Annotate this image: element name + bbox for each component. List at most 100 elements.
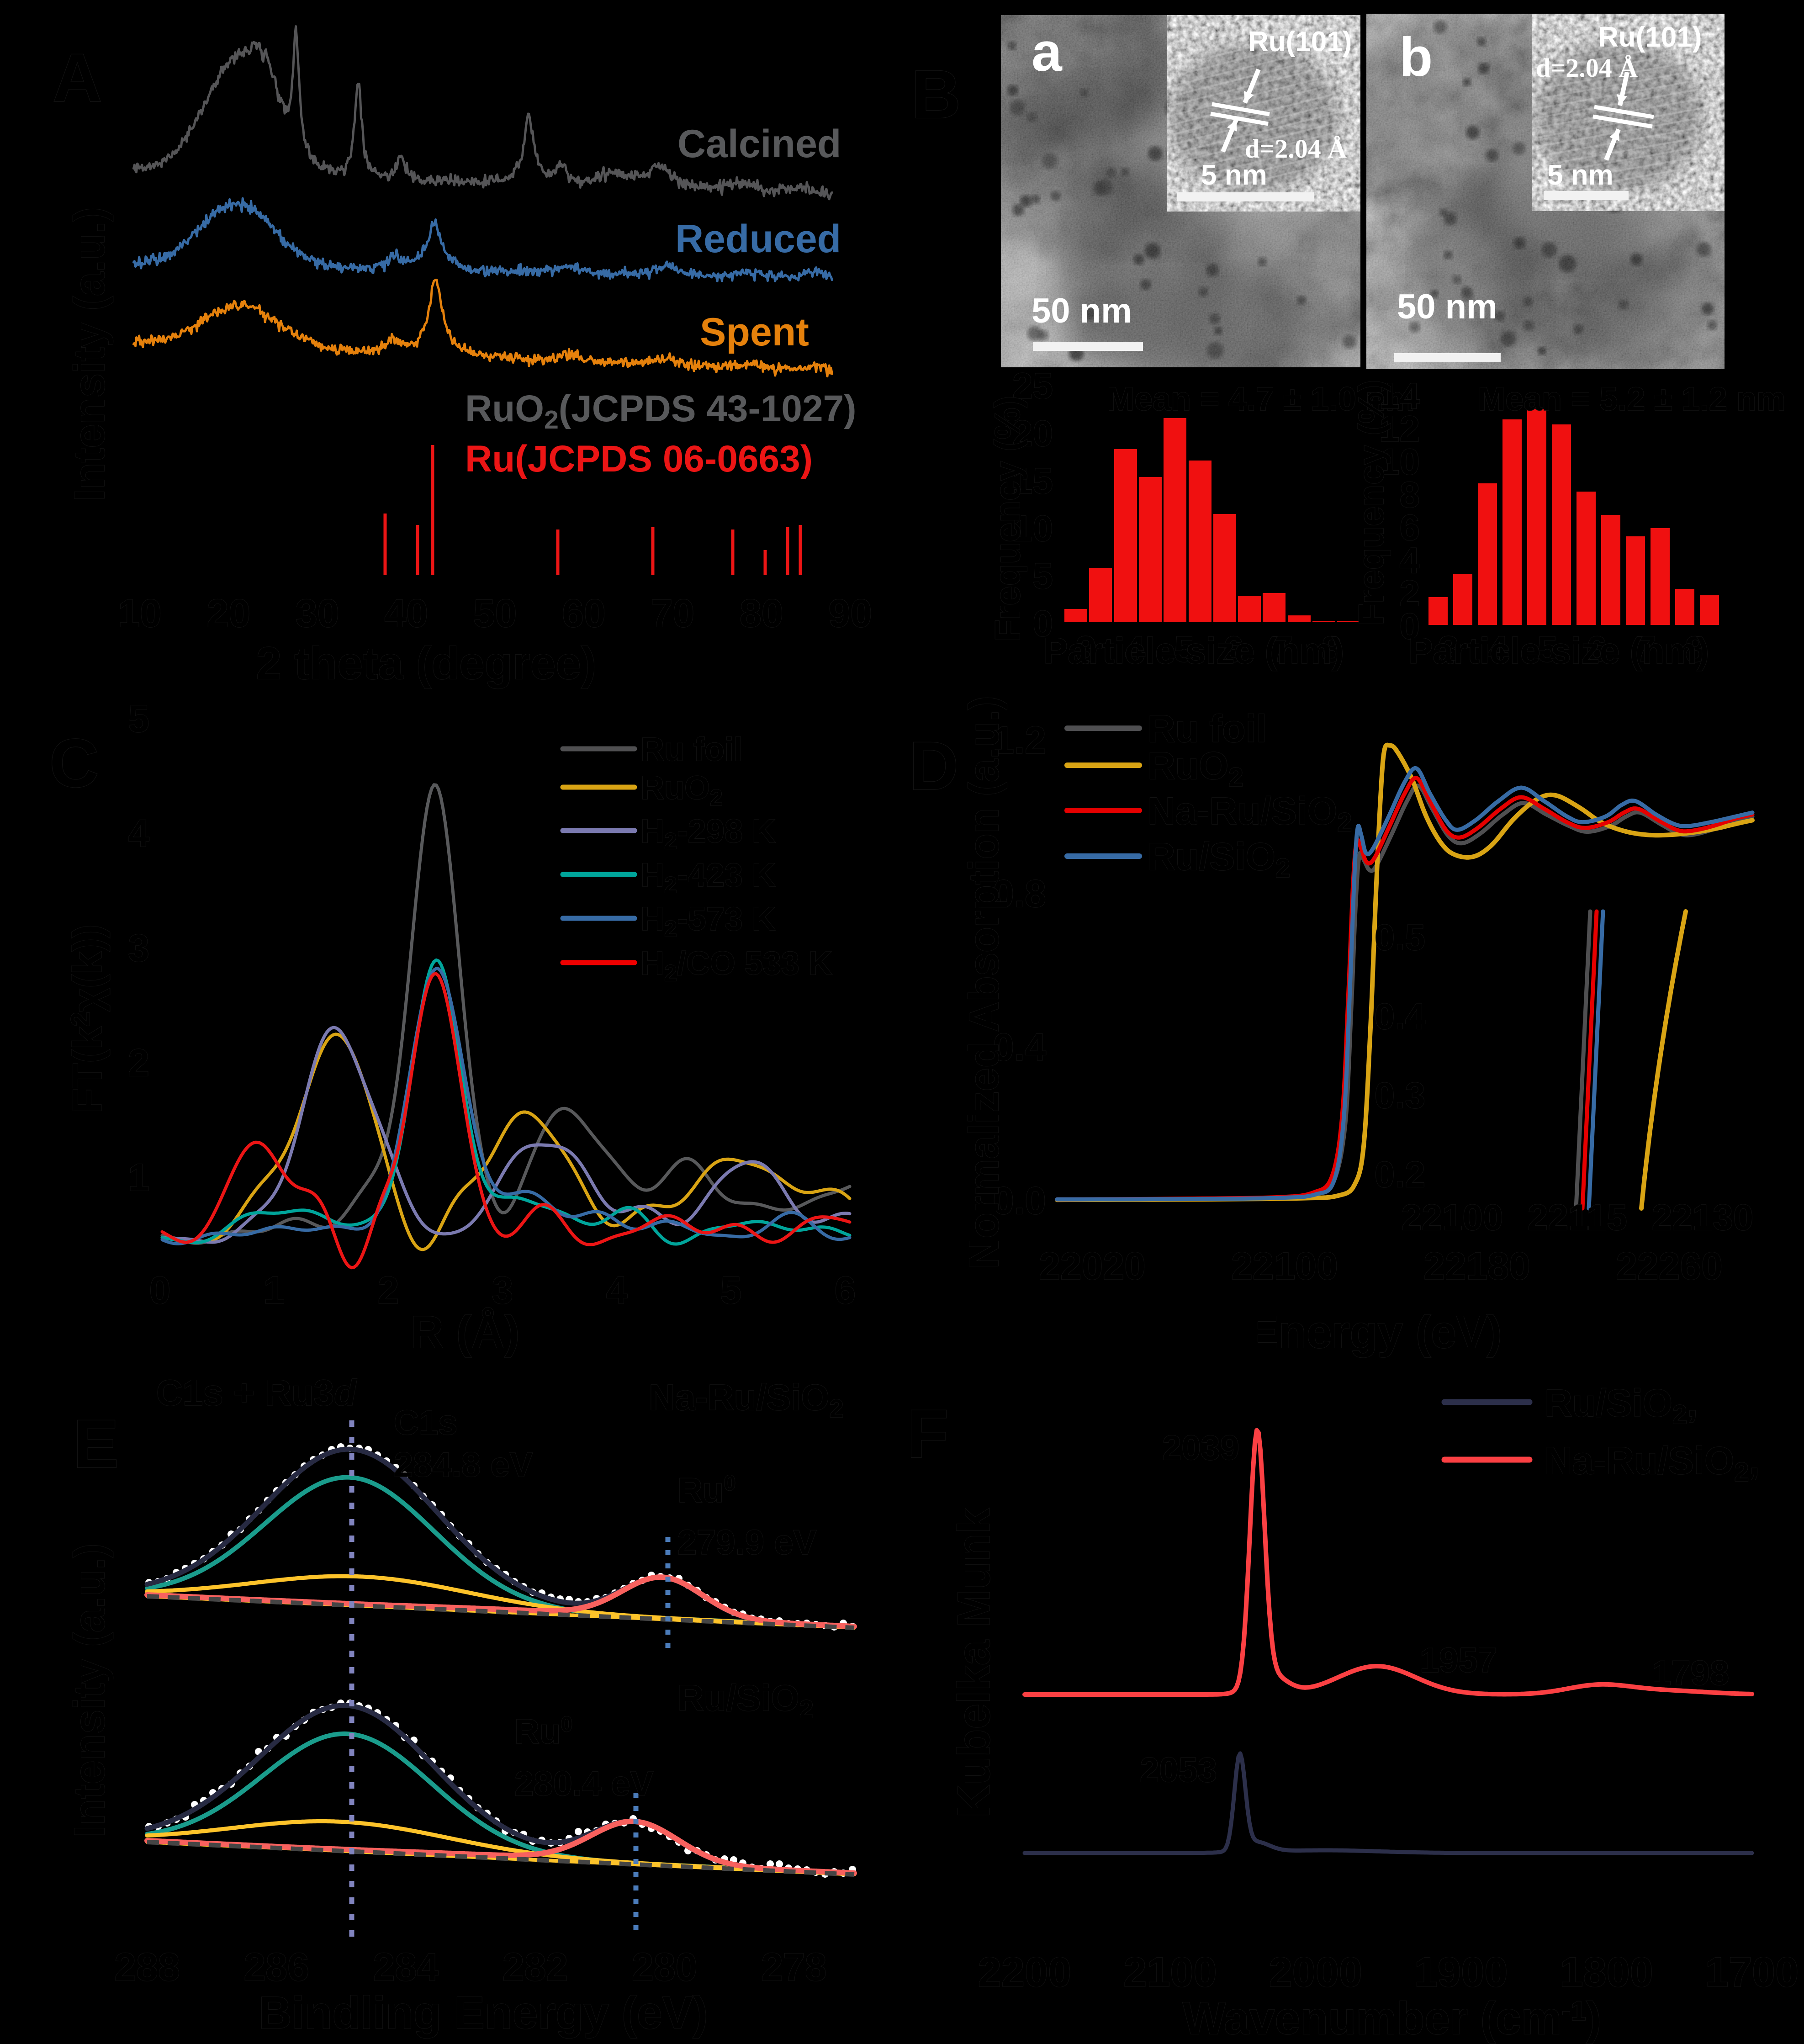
svg-text:RuO2: RuO2: [640, 770, 723, 810]
svg-text:5: 5: [1174, 629, 1195, 669]
svg-text:7: 7: [1636, 629, 1656, 669]
svg-text:6: 6: [1400, 507, 1420, 548]
svg-text:14: 14: [1379, 376, 1420, 416]
svg-text:10: 10: [1379, 441, 1420, 482]
svg-text:Ru/SiO2: Ru/SiO2: [677, 1678, 814, 1723]
svg-text:284: 284: [373, 1945, 439, 1989]
svg-text:25: 25: [1012, 365, 1053, 406]
svg-text:0.3: 0.3: [1375, 1075, 1425, 1116]
svg-text:5: 5: [1033, 556, 1053, 596]
svg-text:A: A: [53, 39, 102, 116]
svg-text:H2-573 K: H2-573 K: [640, 901, 776, 942]
svg-text:2: 2: [1400, 573, 1420, 614]
svg-text:2: 2: [378, 1269, 399, 1312]
svg-text:6: 6: [1223, 629, 1244, 669]
svg-text:Reduced: Reduced: [675, 217, 841, 261]
svg-text:8: 8: [1400, 474, 1420, 515]
svg-text:280: 280: [632, 1945, 698, 1989]
svg-text:2100: 2100: [1123, 1949, 1217, 1996]
svg-text:2 theta (degree): 2 theta (degree): [256, 638, 597, 689]
svg-text:RuO2(JCPDS 43-1027): RuO2(JCPDS 43-1027): [465, 388, 857, 434]
svg-text:70: 70: [651, 592, 695, 635]
svg-text:22260: 22260: [1616, 1244, 1723, 1287]
svg-text:284.8 eV: 284.8 eV: [394, 1446, 533, 1484]
svg-text:282: 282: [503, 1945, 568, 1989]
svg-text:2000: 2000: [1269, 1949, 1362, 1996]
svg-text:Particle size (nm): Particle size (nm): [1408, 630, 1709, 671]
svg-text:4: 4: [1125, 629, 1145, 669]
svg-text:2200: 2200: [978, 1949, 1072, 1996]
svg-text:15: 15: [1012, 461, 1053, 501]
svg-text:0.2: 0.2: [1375, 1154, 1425, 1195]
svg-text:Ru foil: Ru foil: [1148, 707, 1267, 750]
svg-text:80: 80: [740, 592, 783, 635]
svg-text:0.0: 0.0: [993, 1179, 1046, 1222]
svg-text:280.4 eV: 280.4 eV: [514, 1764, 654, 1803]
svg-text:F: F: [907, 1395, 949, 1472]
svg-text:4: 4: [1488, 629, 1508, 669]
svg-text:278: 278: [761, 1945, 827, 1989]
svg-text:Kubelka Munk: Kubelka Munk: [948, 1508, 1000, 1818]
svg-text:50 nm: 50 nm: [1397, 287, 1497, 326]
svg-text:10: 10: [118, 592, 162, 635]
svg-text:Na-Ru/SiO2: Na-Ru/SiO2: [1148, 789, 1352, 837]
svg-text:10: 10: [1012, 508, 1053, 549]
svg-text:Spent: Spent: [700, 310, 809, 354]
svg-text:Wavenumber (cm-1): Wavenumber (cm-1): [1183, 1993, 1602, 2044]
svg-text:Normalized Absorption (a.u.): Normalized Absorption (a.u.): [961, 696, 1007, 1269]
svg-text:0: 0: [149, 1269, 171, 1312]
svg-text:Intensity (a.u.): Intensity (a.u.): [65, 207, 114, 501]
svg-text:3: 3: [492, 1269, 513, 1312]
svg-text:1.2: 1.2: [993, 719, 1046, 762]
svg-text:H2/CO 533 K: H2/CO 533 K: [640, 945, 832, 986]
svg-text:6: 6: [1587, 629, 1607, 669]
svg-text:0: 0: [1033, 603, 1053, 644]
svg-text:b: b: [1399, 26, 1433, 88]
svg-text:a: a: [1032, 21, 1063, 83]
svg-text:279.9 eV: 279.9 eV: [677, 1523, 817, 1562]
svg-text:Frequency (%): Frequency (%): [987, 396, 1027, 641]
svg-text:22020: 22020: [1039, 1244, 1146, 1287]
svg-text:H2-298 K: H2-298 K: [640, 813, 776, 854]
svg-text:6: 6: [835, 1269, 856, 1312]
svg-text:Ru/SiO2,: Ru/SiO2,: [1545, 1382, 1698, 1430]
svg-text:1800: 1800: [1560, 1949, 1653, 1996]
svg-text:12: 12: [1379, 408, 1420, 449]
svg-text:30: 30: [296, 592, 339, 635]
svg-text:Ru foil: Ru foil: [640, 731, 743, 768]
svg-text:Ru0: Ru0: [677, 1471, 735, 1510]
svg-text:RuO2: RuO2: [1148, 744, 1243, 792]
svg-text:Mean = 4.7 ± 1.0 nm: Mean = 4.7 ± 1.0 nm: [1107, 381, 1415, 418]
svg-text:Energy (eV): Energy (eV): [1248, 1307, 1502, 1358]
svg-text:Na-Ru/SiO2: Na-Ru/SiO2: [649, 1377, 844, 1423]
svg-text:Na-Ru/SiO2,: Na-Ru/SiO2,: [1545, 1439, 1760, 1487]
svg-text:C: C: [49, 725, 99, 801]
svg-text:R (Å): R (Å): [411, 1307, 520, 1358]
svg-text:D: D: [909, 727, 958, 804]
svg-text:Ru(101): Ru(101): [1598, 21, 1702, 53]
svg-text:22115: 22115: [1528, 1197, 1627, 1238]
svg-text:B: B: [911, 56, 961, 132]
svg-text:Calcined: Calcined: [677, 122, 841, 166]
svg-text:1798: 1798: [1652, 1654, 1729, 1693]
svg-text:3: 3: [1076, 629, 1096, 669]
svg-text:Frequency (%): Frequency (%): [1351, 380, 1391, 625]
svg-text:d=2.04 Å: d=2.04 Å: [1245, 134, 1347, 164]
svg-text:5: 5: [720, 1269, 742, 1312]
svg-text:1700: 1700: [1705, 1949, 1799, 1996]
svg-text:22100: 22100: [1402, 1197, 1503, 1238]
svg-text:Ru/SiO2: Ru/SiO2: [1148, 835, 1290, 883]
svg-text:0: 0: [1400, 606, 1420, 646]
svg-text:Ru(JCPDS 06-0663): Ru(JCPDS 06-0663): [465, 438, 813, 480]
svg-text:90: 90: [828, 592, 872, 635]
svg-text:5 nm: 5 nm: [1201, 159, 1267, 191]
svg-text:Ru0: Ru0: [514, 1712, 572, 1751]
svg-text:5 nm: 5 nm: [1547, 159, 1614, 191]
svg-text:22180: 22180: [1423, 1244, 1530, 1287]
svg-text:0.5: 0.5: [1375, 917, 1425, 958]
svg-text:1: 1: [128, 1156, 149, 1199]
svg-text:2: 2: [128, 1041, 149, 1084]
svg-text:Ru(101): Ru(101): [1248, 26, 1352, 58]
svg-text:0.8: 0.8: [993, 872, 1046, 915]
svg-text:22130: 22130: [1652, 1197, 1753, 1238]
